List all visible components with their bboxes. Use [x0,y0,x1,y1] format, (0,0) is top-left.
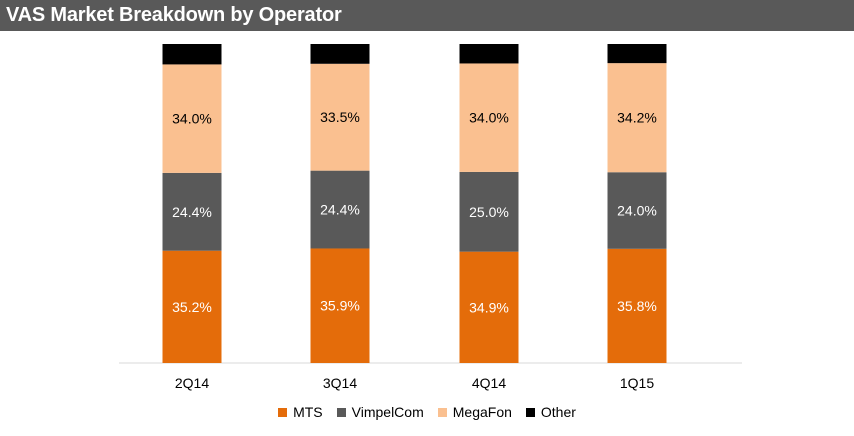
legend-item-mts: MTS [278,404,323,420]
bar-segment-other-2q14 [162,44,222,65]
legend-item-megafon: MegaFon [437,404,512,420]
data-label-vimpelcom-1q15: 24.0% [617,203,657,219]
data-label-vimpelcom-2q14: 24.4% [172,204,212,220]
legend-swatch-other [525,407,535,417]
data-label-megafon-3q14: 33.5% [320,109,360,125]
bar-segment-vimpelcom-1q15 [607,172,667,249]
bar-segment-vimpelcom-4q14 [459,171,519,252]
title-bar: VAS Market Breakdown by Operator [0,0,854,31]
data-label-vimpelcom-4q14: 25.0% [469,204,509,220]
data-label-megafon-2q14: 34.0% [172,111,212,127]
bars-group: 35.2% 24.4% 34.0% 35.9% 24.4% 33.5% 34.9% 25.0%… [162,44,667,363]
bar-segment-other-3q14 [310,44,370,64]
bar-segment-other-4q14 [459,44,519,64]
data-label-mts-1q15: 35.8% [617,298,657,314]
data-label-mts-2q14: 35.2% [172,299,212,315]
legend-swatch-vimpelcom [336,407,346,417]
data-label-mts-4q14: 34.9% [469,299,509,315]
data-label-mts-3q14: 35.9% [320,298,360,314]
bar-segment-vimpelcom-3q14 [310,170,370,249]
category-label-1q15: 1Q15 [620,375,654,391]
legend-item-vimpelcom: VimpelCom [336,404,424,420]
bar-segment-vimpelcom-2q14 [162,172,222,251]
bar-segment-megafon-4q14 [459,63,519,172]
data-label-megafon-4q14: 34.0% [469,110,509,126]
bar-segment-mts-2q14 [162,250,222,363]
data-label-vimpelcom-3q14: 24.4% [320,202,360,218]
bar-segment-mts-3q14 [310,248,370,363]
bar-segment-megafon-2q14 [162,64,222,173]
category-label-3q14: 3Q14 [323,375,357,391]
legend-label-other: Other [540,404,576,420]
category-label-2q14: 2Q14 [175,375,209,391]
legend-label-megafon: MegaFon [452,404,512,420]
legend-label-vimpelcom: VimpelCom [351,404,424,420]
legend-label-mts: MTS [293,404,323,420]
legend-swatch-mts [278,407,288,417]
bar-segment-mts-1q15 [607,248,667,363]
data-label-megafon-1q15: 34.2% [617,110,657,126]
legend: MTS VimpelCom MegaFon Other [0,403,854,421]
bar-segment-other-1q15 [607,44,667,64]
bar-segment-mts-4q14 [459,251,519,363]
bar-segment-megafon-1q15 [607,63,667,173]
legend-item-other: Other [525,404,576,420]
category-label-4q14: 4Q14 [472,375,506,391]
page-title: VAS Market Breakdown by Operator [6,4,342,26]
bar-segment-megafon-3q14 [310,63,370,171]
legend-swatch-megafon [437,407,447,417]
category-labels: 2Q14 3Q14 4Q14 1Q15 [175,375,654,391]
